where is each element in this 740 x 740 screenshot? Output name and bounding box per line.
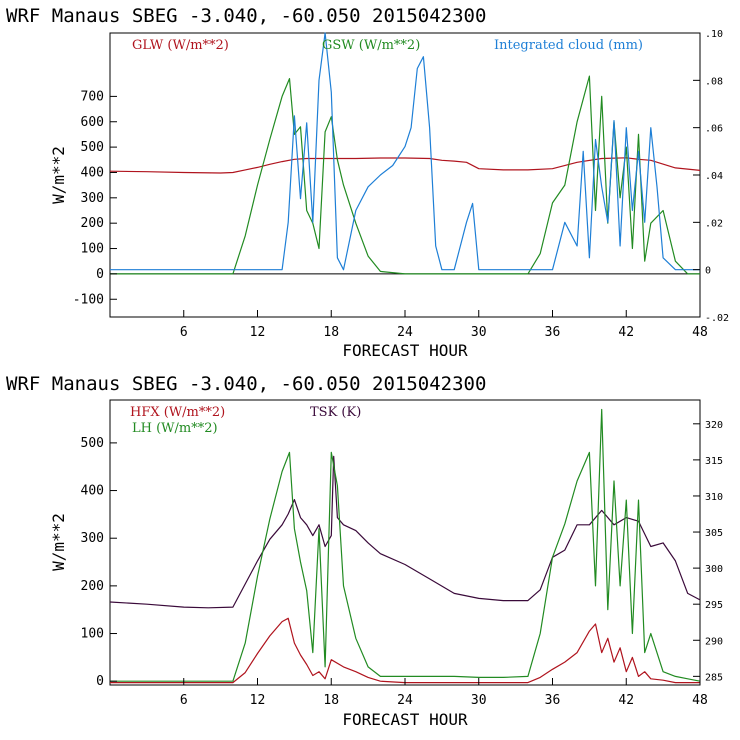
- y2-tick-label: .06: [705, 124, 723, 135]
- x-tick-label: 36: [545, 325, 561, 340]
- panel-2-y2-axis: 285 290 295 300 305 310 315 320: [693, 420, 723, 683]
- x-tick-label: 30: [471, 325, 487, 340]
- series-line-gsw: [110, 75, 700, 275]
- y-tick-label: 200: [81, 579, 104, 594]
- legend-hfx: HFX (W/m**2): [130, 405, 225, 420]
- legend-glw: GLW (W/m**2): [132, 38, 229, 53]
- panel-2-x-axis: 6 12 18 24 30 36 42 48: [180, 678, 708, 708]
- x-tick-label: 30: [471, 693, 487, 708]
- series-line-tsk: [109, 455, 701, 609]
- panel-1-y2-axis: -.02 0 .02 .04 .06 .08 .10: [693, 29, 729, 324]
- y2-tick-label: -.02: [705, 313, 729, 324]
- y-tick-label: 100: [81, 242, 104, 257]
- y-tick-label: 300: [81, 531, 104, 546]
- panel-1-y-axis: -100 0 100 200 300 400 500 600 700: [73, 89, 117, 307]
- y2-tick-label: 310: [705, 492, 723, 503]
- legend-gsw: GSW (W/m**2): [322, 38, 420, 53]
- y2-tick-label: 305: [705, 528, 723, 539]
- panel-2: WRF Manaus SBEG -3.040, -60.050 20150423…: [6, 373, 723, 729]
- y2-tick-label: 295: [705, 600, 723, 611]
- x-tick-label: 18: [323, 325, 339, 340]
- y2-tick-label: 0: [705, 266, 711, 277]
- x-tick-label: 42: [618, 693, 634, 708]
- y-tick-label: 400: [81, 165, 104, 180]
- y-tick-label: 300: [81, 191, 104, 206]
- panel-1-series: [109, 32, 701, 275]
- series-line-integrated: [110, 32, 700, 271]
- x-tick-label: 36: [545, 693, 561, 708]
- x-tick-label: 6: [180, 325, 188, 340]
- y-tick-label: 600: [81, 115, 104, 130]
- y2-tick-label: .02: [705, 218, 723, 229]
- legend-integrated-cloud: Integrated cloud (mm): [494, 38, 643, 53]
- y2-tick-label: 300: [705, 564, 723, 575]
- x-tick-label: 6: [180, 693, 188, 708]
- y-tick-label: 700: [81, 89, 104, 104]
- y2-tick-label: .10: [705, 29, 723, 40]
- panel-1-x-axis: 6 12 18 24 30 36 42 48: [180, 310, 708, 340]
- y2-tick-label: .08: [705, 76, 723, 87]
- series-line-glw: [109, 157, 701, 174]
- x-tick-label: 48: [692, 693, 708, 708]
- x-tick-label: 48: [692, 325, 708, 340]
- panel-1-x-axis-label: FORECAST HOUR: [342, 341, 468, 360]
- y-tick-label: 500: [81, 140, 104, 155]
- x-tick-label: 12: [250, 325, 266, 340]
- legend-lh: LH (W/m**2): [132, 421, 218, 436]
- y-tick-label: 0: [96, 267, 104, 282]
- y2-tick-label: 315: [705, 456, 723, 467]
- panel-2-y-axis-label: W/m**2: [49, 513, 68, 571]
- y-tick-label: 500: [81, 436, 104, 451]
- panel-2-y-axis: 0 100 200 300 400 500: [81, 436, 117, 689]
- x-tick-label: 18: [323, 693, 339, 708]
- y-tick-label: 100: [81, 627, 104, 642]
- panel-2-x-axis-label: FORECAST HOUR: [342, 710, 468, 729]
- y-tick-label: -100: [73, 292, 104, 307]
- y-tick-label: 200: [81, 216, 104, 231]
- y2-tick-label: .04: [705, 171, 723, 182]
- panel-2-title: WRF Manaus SBEG -3.040, -60.050 20150423…: [6, 373, 486, 395]
- panel-1-y-axis-label: W/m**2: [49, 146, 68, 204]
- y2-tick-label: 290: [705, 636, 723, 647]
- y-tick-label: 0: [96, 674, 104, 689]
- panel-1-title: WRF Manaus SBEG -3.040, -60.050 20150423…: [6, 5, 486, 27]
- series-line-lh: [110, 408, 701, 682]
- panel-2-series: [109, 408, 701, 684]
- x-tick-label: 24: [397, 693, 413, 708]
- x-tick-label: 42: [618, 325, 634, 340]
- y2-tick-label: 320: [705, 420, 723, 431]
- x-tick-label: 24: [397, 325, 413, 340]
- panel-1: WRF Manaus SBEG -3.040, -60.050 20150423…: [6, 5, 729, 360]
- legend-tsk: TSK (K): [310, 405, 361, 420]
- x-tick-label: 12: [250, 693, 266, 708]
- series-line-hfx: [110, 617, 700, 684]
- y2-tick-label: 285: [705, 672, 723, 683]
- y-tick-label: 400: [81, 484, 104, 499]
